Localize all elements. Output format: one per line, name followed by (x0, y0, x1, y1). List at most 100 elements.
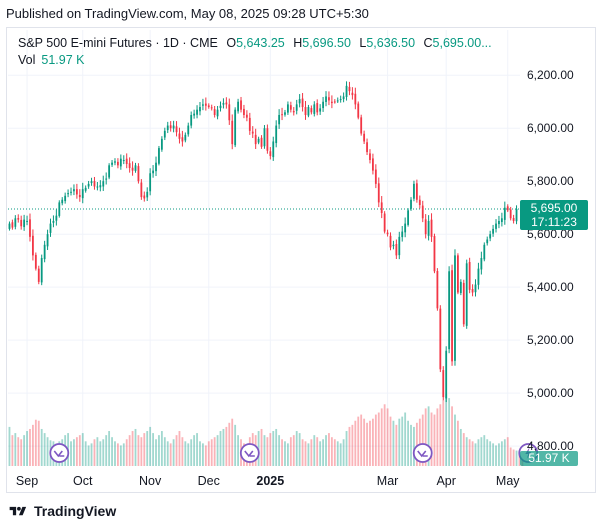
volume-bar (342, 439, 345, 466)
candle-body (237, 101, 239, 112)
candle-body (137, 166, 140, 182)
candle-body (20, 219, 23, 227)
candle-body (108, 165, 111, 178)
volume-bar (37, 420, 40, 466)
candle-body (29, 219, 31, 237)
volume-bar (330, 437, 333, 466)
candle-body (407, 210, 409, 225)
candle-body (58, 202, 61, 216)
volume-bar (339, 443, 342, 466)
candle-body (84, 187, 87, 191)
volume-bar (398, 418, 401, 466)
candle-body (333, 101, 336, 103)
volume-bar (146, 431, 149, 466)
candle-body (495, 223, 497, 229)
candle-body (410, 199, 412, 209)
volume-bar (298, 433, 301, 466)
volume-bar (386, 408, 389, 466)
volume-bar (34, 419, 37, 466)
candle-body (287, 104, 289, 113)
candle-body (175, 126, 178, 133)
event-marker-ring (239, 443, 260, 463)
candle-body (275, 125, 278, 144)
published-caption: Published on TradingView.com, May 08, 20… (6, 6, 369, 21)
candle-body (424, 219, 427, 235)
candle-body (404, 223, 407, 233)
volume-bar (515, 450, 518, 466)
candle-body (348, 86, 351, 92)
volume-bar (75, 437, 78, 466)
volume-bar (462, 433, 465, 466)
candle-body (380, 202, 383, 214)
candle-body (172, 125, 175, 129)
volume-bars (8, 394, 524, 466)
candle-body (204, 103, 207, 106)
volume-bar (266, 437, 269, 466)
candle-body (345, 85, 348, 97)
candle-body (336, 100, 339, 102)
volume-bar (313, 435, 316, 466)
volume-badge (520, 451, 578, 466)
volume-bar (471, 441, 474, 466)
volume-bar (322, 439, 324, 466)
open-value: 5,643.25 (236, 36, 285, 50)
candle-body (468, 262, 471, 290)
volume-value: 51.97 K (41, 53, 85, 67)
candle-body (61, 199, 64, 204)
volume-bar (374, 414, 377, 466)
volume-bar (360, 414, 363, 466)
candle-body (67, 193, 69, 195)
candle-body (64, 195, 67, 202)
volume-bar (427, 406, 430, 466)
candle-body (374, 169, 377, 184)
candle-body (46, 234, 49, 247)
volume-bar (43, 433, 46, 466)
volume-bar (500, 441, 503, 466)
split-event-icon[interactable] (49, 443, 70, 463)
candle-body (193, 113, 196, 116)
volume-bar (29, 428, 31, 466)
volume-bar (152, 433, 154, 466)
x-tick-label: Apr (436, 474, 455, 488)
candle-body (216, 109, 219, 117)
candle-body (184, 134, 187, 141)
y-tick-label: 6,200.00 (527, 68, 574, 82)
volume-bar (424, 408, 427, 466)
volume-bar (231, 418, 234, 466)
candle-body (509, 209, 512, 219)
candle-body (339, 99, 342, 101)
volume-bar (486, 439, 489, 466)
candle-body (70, 191, 72, 193)
candle-body (96, 186, 99, 188)
symbol-title[interactable]: S&P 500 E-mini Futures · 1D · CME (18, 36, 218, 50)
volume-bar (281, 439, 283, 466)
volume-bar (310, 439, 313, 466)
split-event-icon[interactable] (239, 443, 260, 463)
volume-bar (401, 416, 404, 466)
split-event-icon[interactable] (412, 443, 433, 463)
volume-bar (108, 431, 111, 466)
volume-bar (26, 431, 28, 466)
candle-body (503, 207, 506, 220)
candle-body (87, 183, 90, 187)
candle-body (415, 183, 418, 200)
footer-brand: TradingView (34, 503, 117, 519)
volume-bar (287, 443, 289, 466)
volume-bar (125, 439, 128, 466)
candle-body (93, 180, 96, 187)
candle-body (330, 101, 333, 104)
volume-bar (263, 435, 266, 466)
candle-body (128, 163, 131, 168)
open-label: O (226, 36, 237, 50)
candle-body (389, 235, 392, 248)
volume-bar (260, 428, 263, 466)
volume-bar (477, 439, 480, 466)
volume-bar (433, 414, 436, 466)
candle-body (102, 181, 105, 187)
volume-bar (451, 406, 453, 466)
x-tick-label: May (496, 474, 520, 488)
x-tick-label: 2025 (256, 474, 284, 488)
symbol-legend: S&P 500 E-mini Futures · 1D · CME O5,643… (18, 36, 492, 50)
